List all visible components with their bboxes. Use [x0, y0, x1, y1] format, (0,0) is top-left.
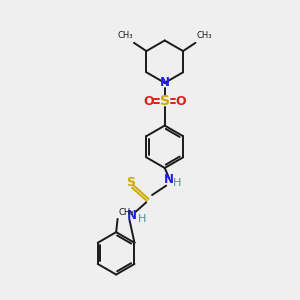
- Text: N: N: [164, 173, 174, 186]
- Text: CH₃: CH₃: [197, 32, 212, 40]
- Text: N: N: [160, 76, 170, 89]
- Text: O: O: [143, 94, 154, 108]
- Text: N: N: [127, 208, 137, 222]
- Text: CH₃: CH₃: [118, 208, 134, 217]
- Text: S: S: [126, 176, 135, 189]
- Text: H: H: [173, 178, 182, 188]
- Text: CH₃: CH₃: [117, 32, 133, 40]
- Text: S: S: [160, 94, 170, 108]
- Text: H: H: [138, 214, 146, 224]
- Text: O: O: [176, 94, 186, 108]
